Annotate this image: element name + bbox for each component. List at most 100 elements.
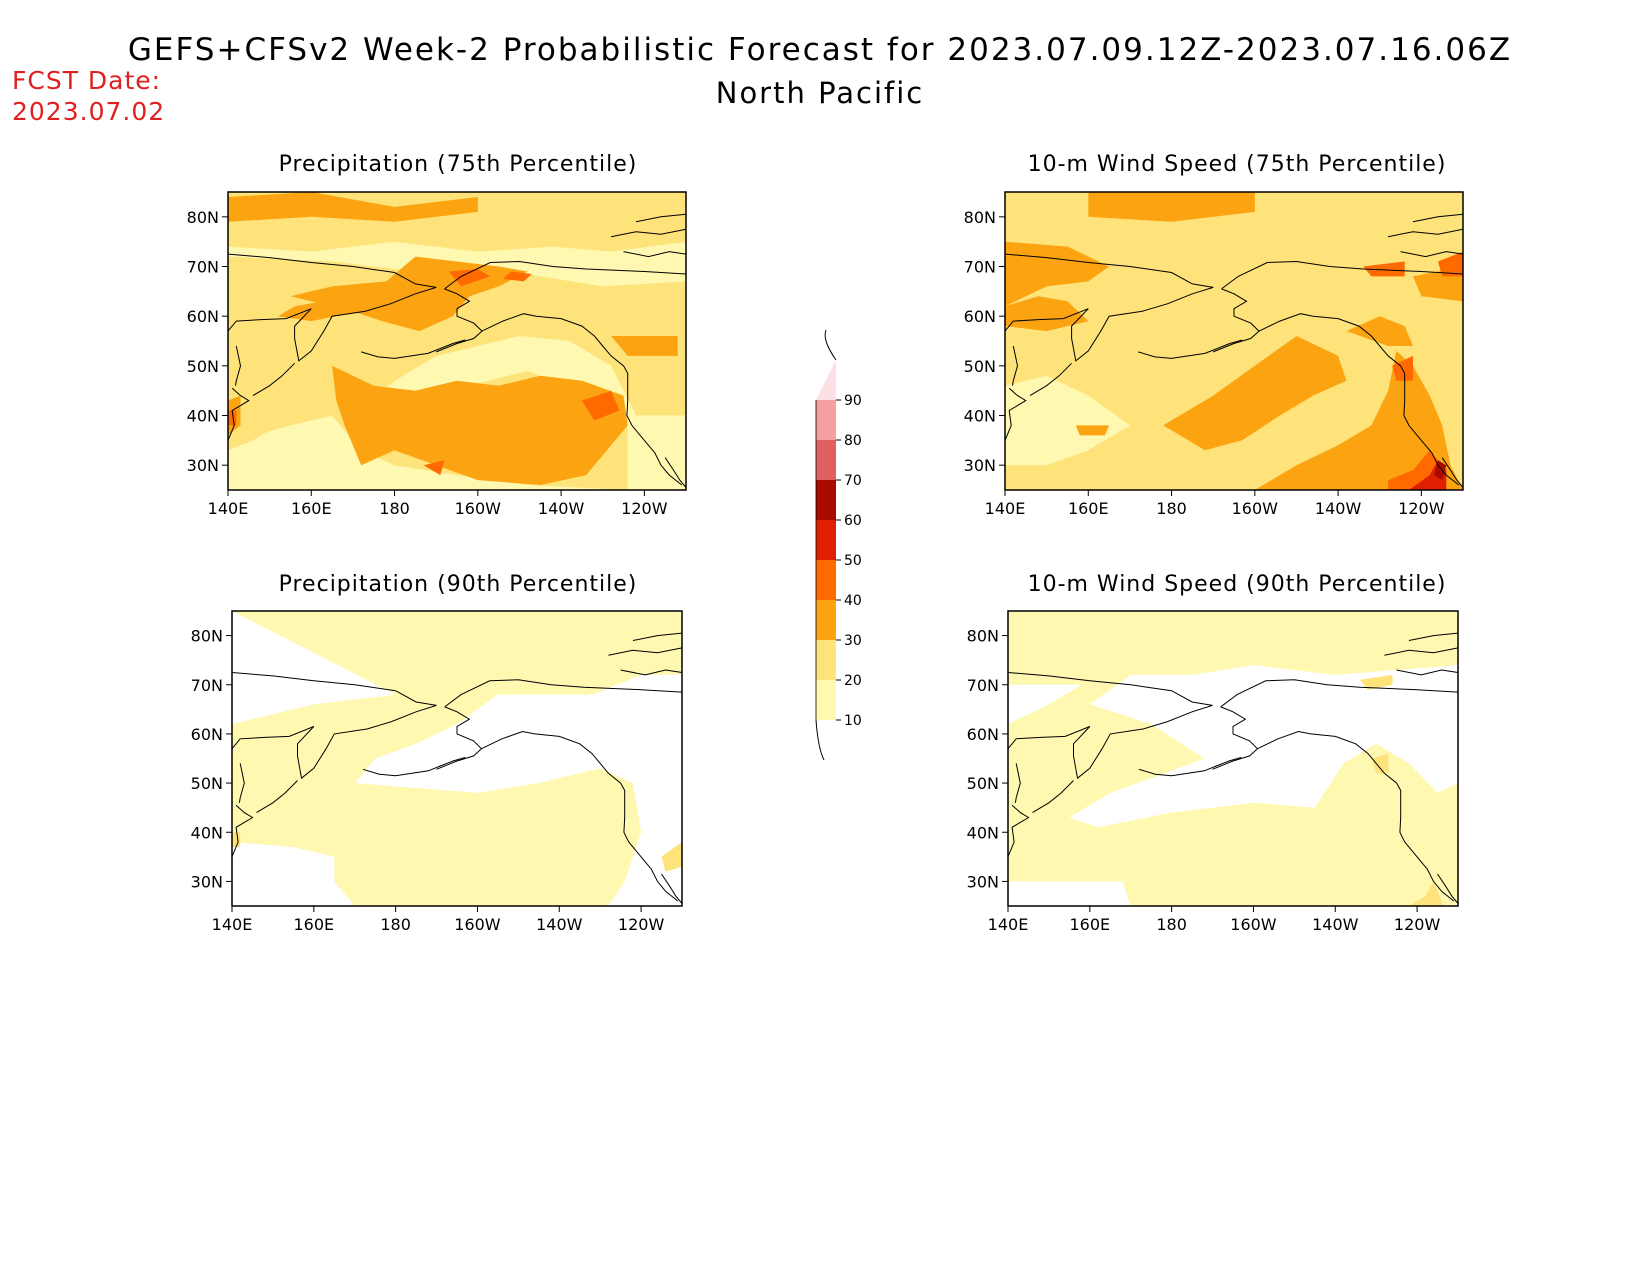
probability-contour-fill <box>502 271 532 282</box>
probability-contour-fill <box>611 336 678 356</box>
lat-tick-label: 70N <box>967 676 999 695</box>
coastline <box>1007 804 1030 857</box>
coastline <box>227 286 437 362</box>
colorbar-segment <box>816 560 836 600</box>
probability-contour-fill <box>1008 611 1458 906</box>
coastline <box>664 457 687 488</box>
coastline <box>1221 260 1464 290</box>
lon-tick-label: 120W <box>1398 499 1445 518</box>
lon-tick-label: 160W <box>1230 915 1277 934</box>
lat-tick-label: 40N <box>187 407 219 426</box>
coastline <box>1007 672 1213 706</box>
coastline <box>635 213 687 223</box>
lat-tick-label: 60N <box>191 725 223 744</box>
probability-contour-fill <box>1005 241 1463 490</box>
lon-tick-label: 160E <box>1069 915 1110 934</box>
lat-tick-label: 30N <box>967 872 999 891</box>
lat-tick-label: 50N <box>187 357 219 376</box>
probability-contour-fill <box>1408 881 1442 906</box>
coastline <box>1004 286 1214 362</box>
probability-contour-fill <box>1372 753 1389 774</box>
lon-tick-label: 180 <box>379 499 410 518</box>
forecast-date-value: 2023.07.02 <box>12 97 166 126</box>
page-title: GEFS+CFSv2 Week-2 Probabilistic Forecast… <box>127 32 1513 68</box>
coastline <box>231 672 437 706</box>
lon-tick-label: 120W <box>621 499 668 518</box>
panel-title-precip-90: Precipitation (90th Percentile) <box>278 572 638 597</box>
coastline <box>444 679 683 708</box>
coastline <box>1408 632 1459 641</box>
lat-tick-label: 40N <box>967 823 999 842</box>
coastline <box>611 228 687 238</box>
coastline <box>1014 763 1021 803</box>
coastline <box>1388 228 1464 238</box>
coastline <box>231 704 437 780</box>
coastline <box>1213 288 1260 353</box>
coastline <box>1220 679 1459 708</box>
colorbar-label: 70 <box>844 473 862 489</box>
panel-title-wind-90: 10-m Wind Speed (90th Percentile) <box>1027 572 1447 597</box>
probability-contour-fill <box>423 460 445 476</box>
coastline <box>1004 253 1214 288</box>
coastline <box>227 253 437 288</box>
colorbar-cap-bottom <box>815 719 825 761</box>
lat-tick-label: 70N <box>964 258 996 277</box>
probability-contour-fill <box>1005 241 1110 307</box>
coastline <box>1258 313 1460 486</box>
lon-tick-label: 160E <box>1068 499 1109 518</box>
coastline <box>436 288 483 353</box>
lon-tick-label: 140W <box>1312 915 1359 934</box>
colorbar-cap-top <box>824 329 837 361</box>
colorbar-segment <box>816 680 836 720</box>
probability-contour-fill <box>232 611 682 906</box>
lat-tick-label: 60N <box>187 307 219 326</box>
colorbar-segment <box>816 360 836 400</box>
coastline <box>1007 704 1213 780</box>
coastline <box>1441 457 1464 488</box>
lat-tick-label: 60N <box>964 307 996 326</box>
forecast-date-label: FCST Date: <box>12 66 162 95</box>
probability-contour-fill <box>661 842 682 872</box>
colorbar-label: 80 <box>844 433 862 449</box>
colorbar-segment <box>816 640 836 680</box>
lat-tick-label: 50N <box>191 774 223 793</box>
probability-contour-fill <box>232 832 241 847</box>
coastline <box>623 251 687 258</box>
lon-tick-label: 140E <box>208 499 249 518</box>
lat-tick-label: 50N <box>964 357 996 376</box>
lat-tick-label: 30N <box>964 456 996 475</box>
lon-tick-label: 140E <box>988 915 1029 934</box>
coastline <box>227 387 250 441</box>
lat-tick-label: 80N <box>964 208 996 227</box>
colorbar-label: 40 <box>844 593 862 609</box>
lon-tick-label: 120W <box>618 915 665 934</box>
coastline <box>1212 706 1259 770</box>
colorbar-label: 50 <box>844 553 862 569</box>
coastline <box>632 632 683 641</box>
lat-tick-label: 80N <box>187 208 219 227</box>
probability-contour-fill <box>1433 460 1447 481</box>
colorbar-segment <box>816 480 836 520</box>
probability-contour-fill <box>1346 316 1413 346</box>
coastline <box>1257 730 1455 902</box>
colorbar-segment <box>816 520 836 560</box>
probability-contour-fill <box>1088 192 1255 222</box>
lat-tick-label: 40N <box>191 823 223 842</box>
probability-contour-fill <box>1163 336 1347 451</box>
colorbar-label: 30 <box>844 633 862 649</box>
map-frame <box>1004 191 1464 491</box>
probability-contour-fill <box>581 390 620 421</box>
lat-tick-label: 40N <box>964 407 996 426</box>
panel-title-precip-75: Precipitation (75th Percentile) <box>278 152 638 177</box>
lon-tick-label: 160W <box>1232 499 1279 518</box>
coastline <box>1138 339 1243 359</box>
lon-tick-label: 180 <box>1156 915 1187 934</box>
coastline <box>1029 362 1072 397</box>
coastline <box>361 339 466 359</box>
coastline <box>1012 345 1019 386</box>
coastline <box>608 647 683 656</box>
coastline <box>436 706 483 770</box>
lon-tick-label: 140W <box>1315 499 1362 518</box>
panel-title-wind-75: 10-m Wind Speed (75th Percentile) <box>1027 152 1447 177</box>
coastline <box>1412 213 1464 223</box>
